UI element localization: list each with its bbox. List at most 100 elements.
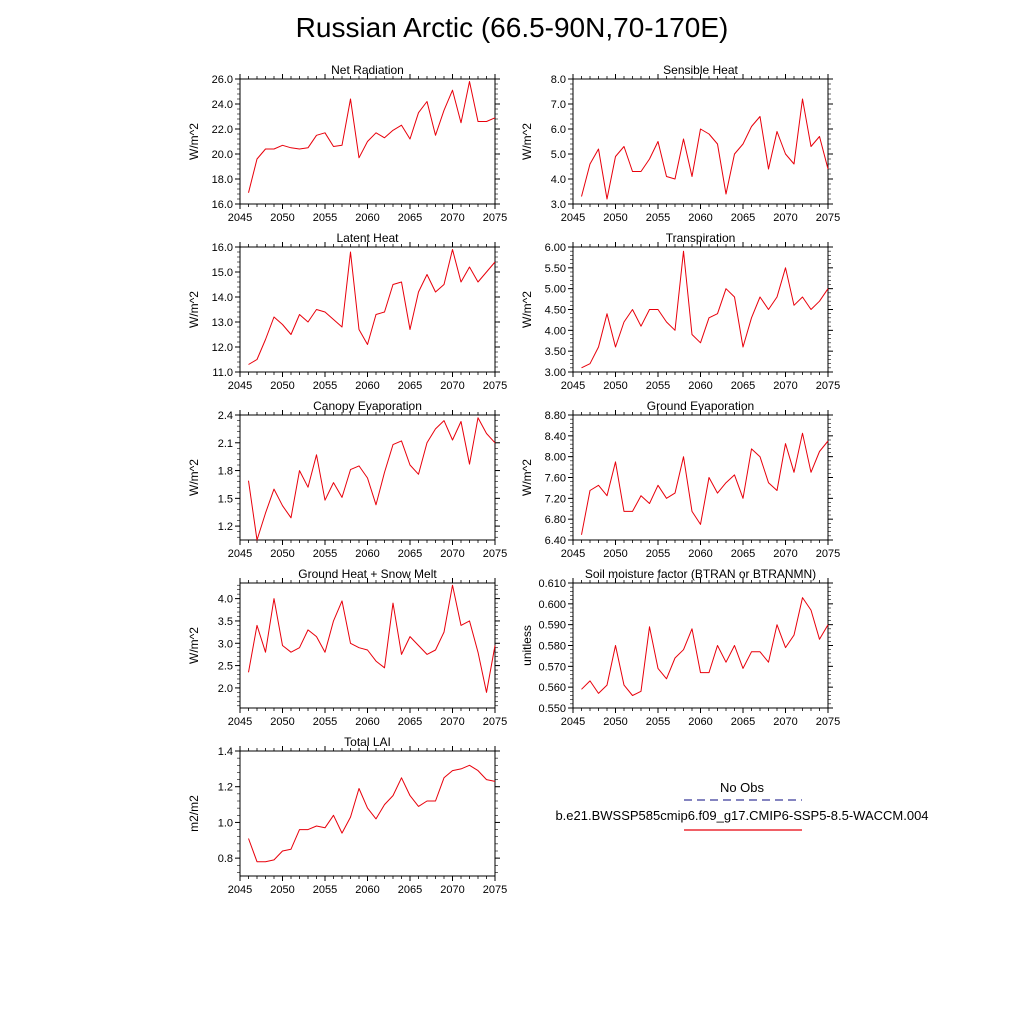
y-tick-label: 7.20	[545, 493, 566, 505]
panel-title: Transpiration	[666, 231, 736, 245]
x-tick-label: 2075	[816, 548, 840, 560]
y-tick-label: 2.4	[218, 410, 233, 422]
y-tick-label: 0.590	[538, 620, 566, 632]
y-tick-label: 6.80	[545, 514, 566, 526]
x-tick-label: 2060	[688, 380, 712, 392]
series-line-1	[248, 81, 496, 193]
x-tick-label: 2065	[731, 716, 755, 728]
x-tick-label: 2070	[440, 884, 464, 896]
x-tick-label: 2045	[228, 212, 252, 224]
x-tick-label: 2070	[440, 548, 464, 560]
y-tick-label: 0.610	[538, 578, 566, 590]
x-tick-label: 2060	[355, 212, 379, 224]
x-tick-label: 2075	[483, 548, 507, 560]
x-tick-label: 2075	[816, 716, 840, 728]
y-tick-label: 22.0	[212, 124, 233, 136]
x-tick-label: 2060	[355, 716, 379, 728]
y-tick-label: 5.50	[545, 263, 566, 275]
y-tick-label: 16.0	[212, 242, 233, 254]
x-tick-label: 2050	[270, 884, 294, 896]
y-tick-label: 0.580	[538, 641, 566, 653]
x-tick-label: 2050	[270, 212, 294, 224]
y-tick-label: 18.0	[212, 174, 233, 186]
y-tick-label: 1.8	[218, 466, 233, 478]
panel-title: Net Radiation	[331, 63, 404, 77]
y-tick-label: 6.40	[545, 535, 566, 547]
chart-panel-8: Soil moisture factor (BTRAN or BTRANMN) u…	[520, 567, 840, 728]
x-tick-label: 2065	[398, 380, 422, 392]
plot-frame	[572, 78, 829, 205]
chart-panel-9: Total LAI m2/m2 2045 2050 2055 2060 2065 2070 20…	[187, 735, 507, 896]
x-tick-label: 2070	[773, 212, 797, 224]
y-tick-label: 4.0	[218, 594, 233, 606]
y-tick-label: 3.0	[218, 638, 233, 650]
x-tick-label: 2045	[228, 380, 252, 392]
x-tick-label: 2045	[228, 548, 252, 560]
x-tick-label: 2050	[603, 548, 627, 560]
y-tick-label: 26.0	[212, 74, 233, 86]
chart-panel-2: Sensible Heat W/m^2 2045 2050 2055 2060 2065 20…	[520, 63, 840, 224]
y-tick-label: 1.2	[218, 782, 233, 794]
x-tick-label: 2065	[398, 548, 422, 560]
y-axis-label: W/m^2	[520, 291, 534, 328]
x-tick-label: 2060	[355, 548, 379, 560]
y-tick-label: 1.0	[218, 817, 233, 829]
y-tick-label: 11.0	[212, 367, 233, 379]
y-tick-label: 15.0	[212, 267, 233, 279]
x-tick-label: 2070	[440, 716, 464, 728]
x-tick-label: 2060	[355, 884, 379, 896]
y-tick-label: 3.5	[218, 616, 233, 628]
series-line-1	[581, 98, 829, 200]
y-tick-label: 4.00	[545, 325, 566, 337]
series-line-1	[248, 249, 496, 365]
panel-title: Soil moisture factor (BTRAN or BTRANMN)	[585, 567, 816, 581]
y-tick-label: 8.40	[545, 431, 566, 443]
legend: No Obs b.e21.BWSSP585cmip6.f09_g17.CMIP6…	[555, 780, 929, 831]
x-tick-label: 2055	[646, 716, 670, 728]
panel-title: Latent Heat	[336, 231, 399, 245]
chart-panel-3: Latent Heat W/m^2 2045 2050 2055 2060 2065 2070…	[187, 231, 507, 392]
x-tick-label: 2045	[228, 884, 252, 896]
panel-title: Ground Heat + Snow Melt	[298, 567, 437, 581]
y-tick-label: 3.50	[545, 346, 566, 358]
panel-title: Canopy Evaporation	[313, 399, 422, 413]
x-tick-label: 2050	[603, 380, 627, 392]
x-tick-label: 2050	[270, 716, 294, 728]
y-tick-label: 4.0	[551, 174, 566, 186]
y-tick-label: 5.0	[551, 149, 566, 161]
y-tick-label: 1.5	[218, 493, 233, 505]
chart-panel-6: Ground Evaporation W/m^2 2045 2050 2055 2060 2…	[520, 399, 840, 560]
legend-obs-label: No Obs	[720, 780, 765, 795]
x-tick-label: 2070	[773, 380, 797, 392]
series-line-1	[581, 250, 829, 369]
x-tick-label: 2060	[688, 548, 712, 560]
y-tick-label: 7.0	[551, 99, 566, 111]
y-tick-label: 6.00	[545, 242, 566, 254]
series-line-1	[248, 584, 496, 693]
chart-panel-7: Ground Heat + Snow Melt W/m^2 2045 2050 2055…	[187, 567, 507, 728]
y-tick-label: 6.0	[551, 124, 566, 136]
x-tick-label: 2065	[731, 212, 755, 224]
x-tick-label: 2075	[483, 212, 507, 224]
y-tick-label: 12.0	[212, 342, 233, 354]
y-tick-label: 8.00	[545, 452, 566, 464]
series-line-1	[581, 432, 829, 535]
panels-group: Net Radiation W/m^2 2045 2050 2055 2060 2065 20…	[187, 63, 840, 896]
y-tick-label: 24.0	[212, 99, 233, 111]
x-tick-label: 2045	[561, 212, 585, 224]
panel-title: Total LAI	[344, 735, 391, 749]
plot-frame	[572, 246, 829, 373]
x-tick-label: 2065	[398, 212, 422, 224]
x-tick-label: 2055	[313, 548, 337, 560]
y-tick-label: 8.0	[551, 74, 566, 86]
series-line-1	[581, 597, 829, 696]
y-tick-label: 0.550	[538, 703, 566, 715]
y-axis-label: W/m^2	[187, 123, 201, 160]
x-tick-label: 2070	[440, 380, 464, 392]
x-tick-label: 2060	[355, 380, 379, 392]
chart-panel-4: Transpiration W/m^2 2045 2050 2055 2060 2065 20…	[520, 231, 840, 392]
x-tick-label: 2055	[646, 212, 670, 224]
y-tick-label: 0.570	[538, 661, 566, 673]
x-tick-label: 2050	[270, 548, 294, 560]
